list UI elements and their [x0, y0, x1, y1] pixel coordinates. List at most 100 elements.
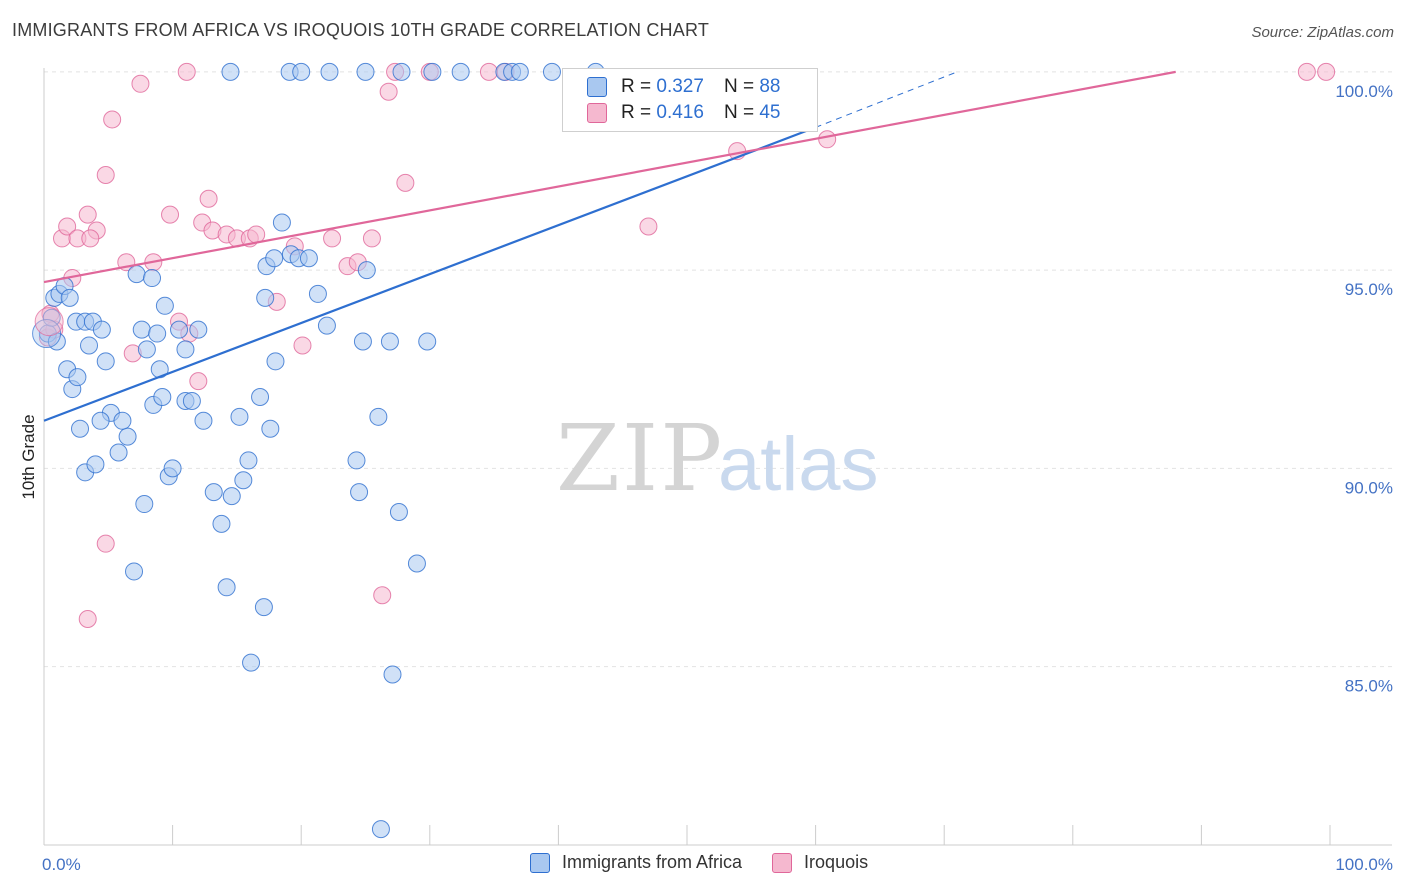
- point-iroquois: [103, 110, 122, 129]
- point-africa: [92, 320, 111, 339]
- point-africa: [71, 419, 90, 438]
- legend-r-value: 0.416: [656, 102, 704, 123]
- point-africa: [80, 336, 99, 355]
- point-africa: [266, 352, 285, 371]
- legend-box: R = 0.327 N = 88 R = 0.416 N = 45: [562, 68, 818, 132]
- point-africa: [542, 62, 561, 81]
- watermark-zip: ZIP: [556, 405, 724, 512]
- trendline-africa-extension: [815, 71, 958, 128]
- grid-lines: [44, 71, 1392, 668]
- point-iroquois: [362, 229, 381, 248]
- point-iroquois: [1317, 62, 1336, 81]
- point-africa: [239, 451, 258, 470]
- point-iroquois: [78, 610, 97, 629]
- point-iroquois: [379, 82, 398, 101]
- point-iroquois: [323, 229, 342, 248]
- point-africa: [118, 427, 137, 446]
- bottom-legend-label-iroquois: Iroquois: [804, 852, 869, 872]
- watermark: ZIP atlas: [556, 405, 879, 512]
- point-africa: [221, 62, 240, 81]
- point-africa: [217, 578, 236, 597]
- point-africa: [265, 249, 284, 268]
- chart-title: IMMIGRANTS FROM AFRICA VS IROQUOIS 10TH …: [12, 20, 710, 40]
- point-africa: [392, 62, 411, 81]
- legend-r-label: R =: [621, 102, 652, 123]
- point-africa: [317, 316, 336, 335]
- trendline-iroquois: [43, 70, 1176, 284]
- point-africa: [135, 495, 154, 514]
- legend-row-iroquois: R = 0.416 N = 45: [587, 101, 780, 125]
- y-tick-label: 90.0%: [1345, 478, 1393, 497]
- point-africa: [320, 62, 339, 81]
- y-tick-label: 95.0%: [1345, 280, 1393, 299]
- point-africa: [389, 502, 408, 521]
- point-africa: [86, 455, 105, 474]
- x-tick-label-min: 0.0%: [42, 855, 81, 874]
- data-points: [32, 62, 1336, 839]
- point-iroquois: [639, 217, 658, 236]
- point-africa: [380, 332, 399, 351]
- point-africa: [261, 419, 280, 438]
- point-africa: [176, 340, 195, 359]
- point-africa: [132, 320, 151, 339]
- point-iroquois: [81, 229, 100, 248]
- legend-swatch-blue: [587, 77, 607, 97]
- point-africa: [125, 562, 144, 581]
- trend-lines: [43, 70, 1176, 422]
- watermark-atlas: atlas: [718, 422, 879, 507]
- point-africa: [194, 411, 213, 430]
- point-africa: [510, 62, 529, 81]
- point-africa: [451, 62, 470, 81]
- source-label: Source: ZipAtlas.com: [1251, 24, 1394, 41]
- point-africa: [204, 483, 223, 502]
- point-iroquois: [199, 189, 218, 208]
- point-africa: [308, 284, 327, 303]
- point-iroquois: [131, 74, 150, 93]
- point-africa: [242, 653, 261, 672]
- y-tick-label: 85.0%: [1345, 677, 1393, 696]
- point-iroquois: [78, 205, 97, 224]
- point-africa: [182, 391, 201, 410]
- point-africa: [96, 352, 115, 371]
- point-africa: [148, 324, 167, 343]
- point-iroquois: [96, 534, 115, 553]
- point-africa: [234, 471, 253, 490]
- point-iroquois: [1297, 62, 1316, 81]
- point-africa: [256, 288, 275, 307]
- legend-row-africa: R = 0.327 N = 88: [587, 75, 780, 99]
- point-iroquois: [189, 372, 208, 391]
- point-africa: [272, 213, 291, 232]
- legend-n-value: 45: [759, 102, 781, 123]
- point-iroquois: [293, 336, 312, 355]
- bottom-legend-label-africa: Immigrants from Africa: [562, 852, 743, 872]
- point-africa: [357, 261, 376, 280]
- legend-n-value: 88: [759, 76, 781, 97]
- point-africa: [222, 487, 241, 506]
- point-africa: [170, 320, 189, 339]
- point-africa: [369, 407, 388, 426]
- axis-labels: 85.0% 90.0% 95.0% 100.0% 0.0% 100.0% 10th Grad…: [19, 82, 1393, 874]
- point-africa: [113, 411, 132, 430]
- point-iroquois: [58, 217, 77, 236]
- point-africa: [299, 249, 318, 268]
- point-africa: [42, 308, 61, 327]
- bottom-legend-swatch-pink: [772, 852, 793, 873]
- point-africa: [423, 62, 442, 81]
- bottom-legend: Immigrants from Africa Iroquois: [530, 852, 898, 873]
- point-africa: [189, 320, 208, 339]
- point-iroquois: [247, 225, 266, 244]
- legend-r-label: R =: [621, 76, 652, 97]
- point-africa: [32, 319, 62, 349]
- legend-r-value: 0.327: [656, 76, 704, 97]
- point-iroquois: [818, 130, 837, 149]
- point-africa: [254, 598, 273, 617]
- point-africa: [127, 265, 146, 284]
- legend-n-label: N =: [723, 76, 755, 97]
- axes: [43, 68, 1392, 846]
- point-africa: [68, 368, 87, 387]
- bottom-legend-iroquois: Iroquois: [772, 852, 868, 873]
- point-iroquois: [96, 165, 115, 184]
- point-iroquois: [396, 173, 415, 192]
- point-africa: [143, 269, 162, 288]
